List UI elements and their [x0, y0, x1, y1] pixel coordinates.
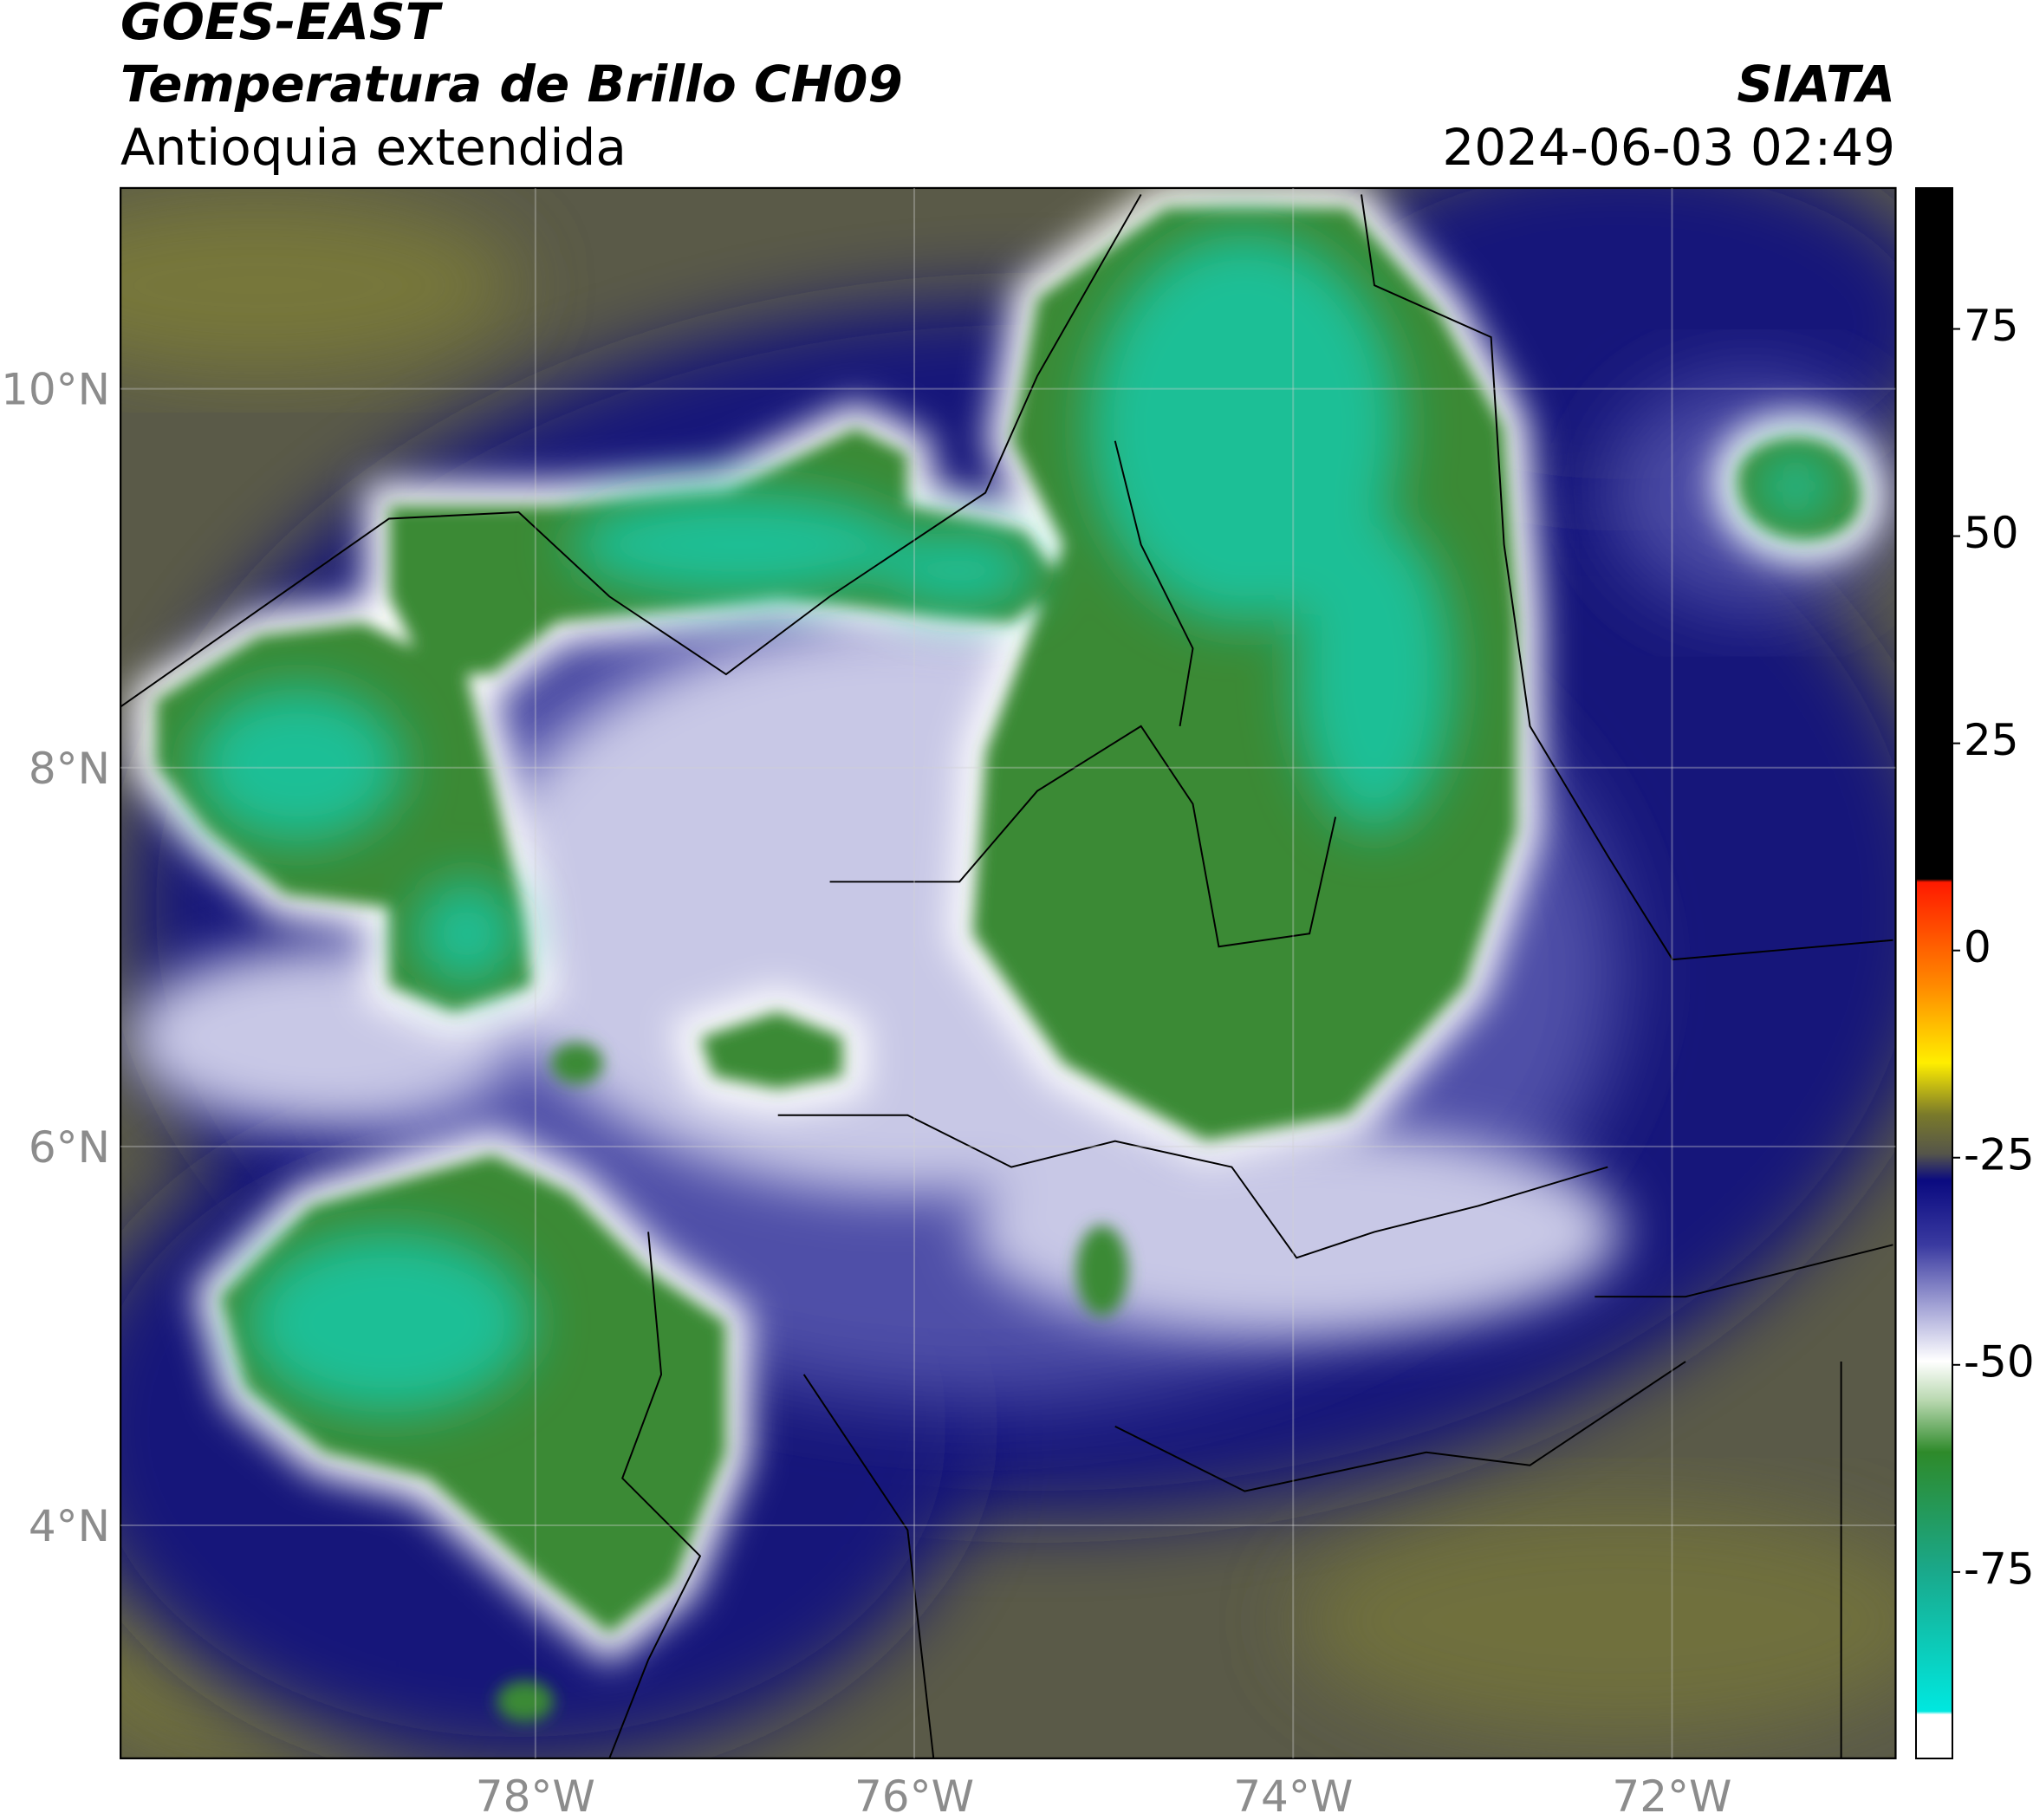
lat-tick-label: 8°N [29, 744, 110, 794]
lon-tick-label: 74°W [1233, 1771, 1353, 1820]
satellite-title: GOES-EAST [120, 0, 444, 51]
lon-tick-label: 78°W [476, 1771, 595, 1820]
lat-tick-label: 6°N [29, 1122, 110, 1173]
colorbar-tick-label: -25 [1964, 1129, 2033, 1180]
colorbar-tick-label: -75 [1964, 1544, 2033, 1594]
lat-tick-label: 10°N [1, 365, 110, 415]
source-label: SIATA [1737, 55, 1895, 114]
datetime-label: 2024-06-03 02:49 [1442, 118, 1895, 177]
colorbar-tick-label: 50 [1964, 508, 2019, 558]
lon-tick-label: 72°W [1612, 1771, 1731, 1820]
colorbar-tick-label: 25 [1964, 715, 2019, 765]
axes: 78°W 76°W 74°W 72°W 4°N 6°N 8°N 10°N 75 50 25 0 -25 -… [1, 188, 2033, 1820]
colorbar-tick-label: 75 [1964, 301, 2019, 351]
product-title: Temperatura de Brillo CH09 [120, 55, 903, 114]
colorbar-tick-label: -50 [1964, 1336, 2033, 1387]
lon-tick-label: 76°W [854, 1771, 974, 1820]
colorbar-tick-label: 0 [1964, 922, 1991, 972]
region-subtitle: Antioquia extendida [120, 118, 627, 177]
lat-tick-label: 4°N [29, 1501, 110, 1551]
colorbar [1915, 187, 1953, 1759]
satellite-image [120, 186, 1897, 1759]
